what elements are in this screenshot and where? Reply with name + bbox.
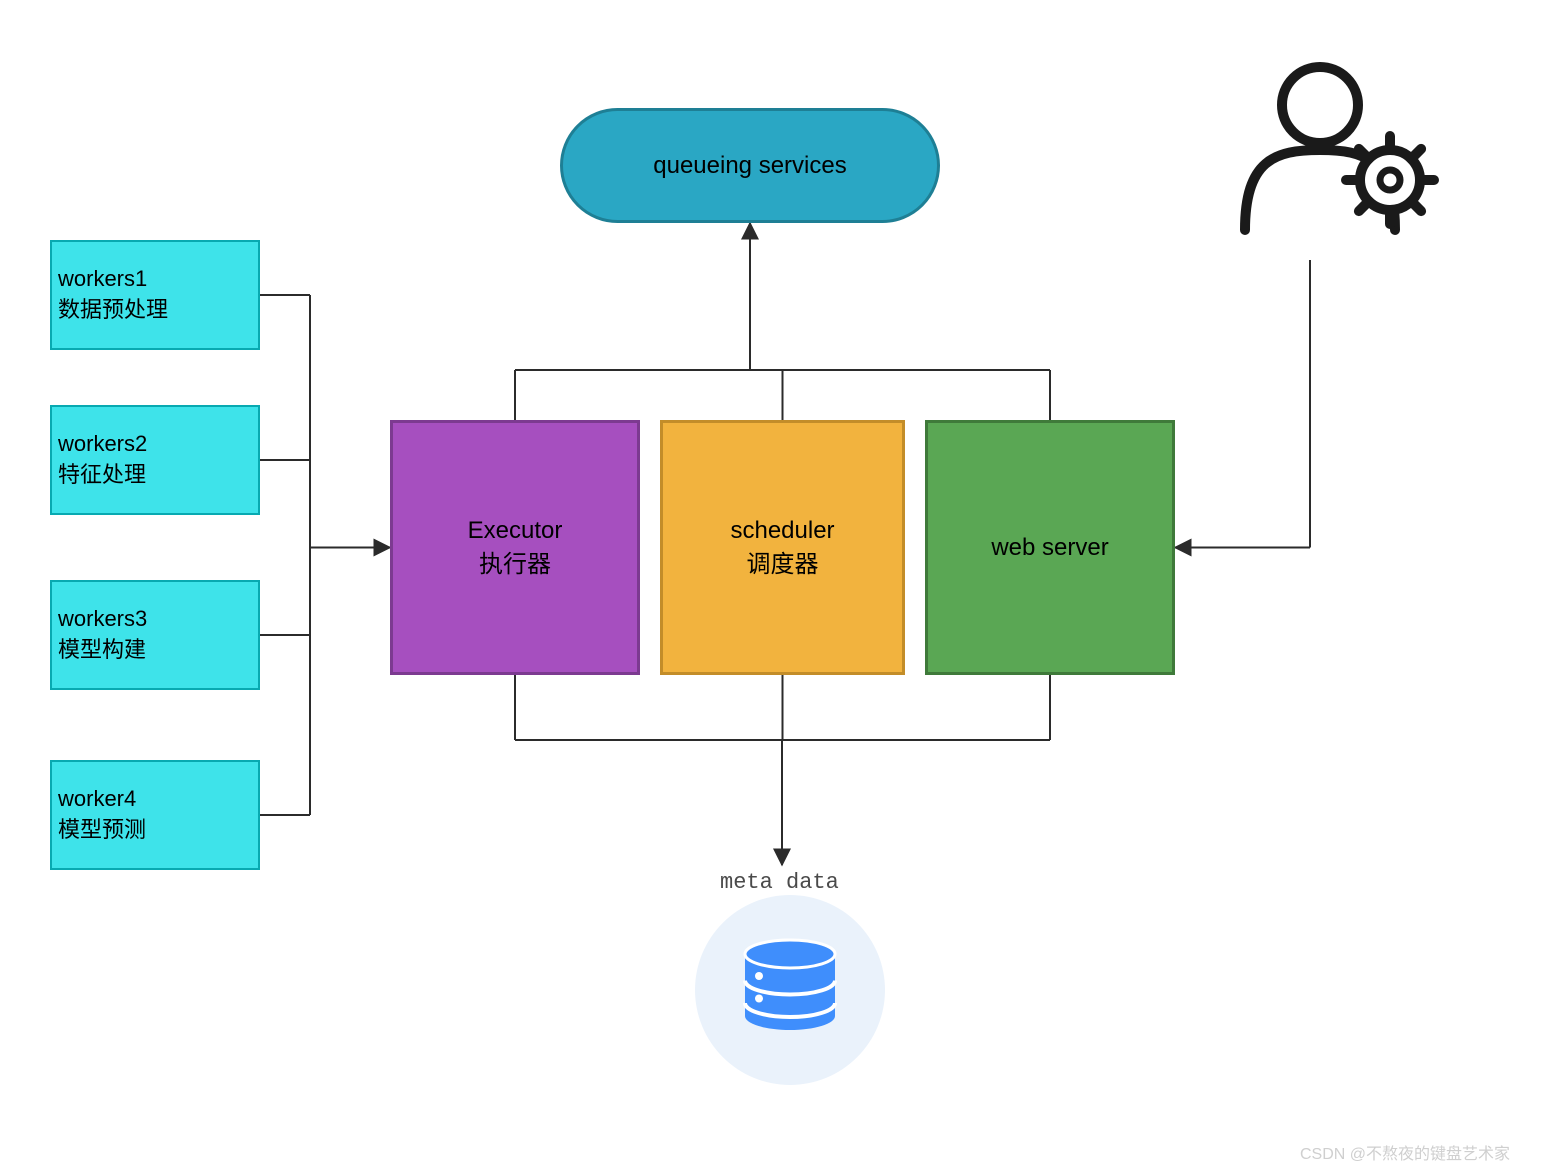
worker-line2: 模型预测	[58, 815, 146, 846]
meta-data-label: meta data	[720, 870, 839, 895]
watermark-text: CSDN @不熬夜的键盘艺术家	[1300, 1140, 1510, 1164]
worker-node-1: workers1数据预处理	[50, 240, 260, 350]
worker-line2: 模型构建	[58, 635, 146, 666]
executor-line2: 执行器	[479, 548, 551, 582]
scheduler-node: scheduler调度器	[660, 420, 905, 675]
worker-line2: 特征处理	[58, 460, 146, 491]
worker-line2: 数据预处理	[58, 295, 168, 326]
worker-node-3: workers3模型构建	[50, 580, 260, 690]
worker-node-4: worker4模型预测	[50, 760, 260, 870]
architecture-diagram: workers1数据预处理workers2特征处理workers3模型构建wor…	[0, 0, 1568, 1170]
worker-line1: worker4	[58, 784, 136, 815]
worker-line1: workers1	[58, 264, 147, 295]
worker-line1: workers2	[58, 429, 147, 460]
executor-node: Executor执行器	[390, 420, 640, 675]
webserver-node: web server	[925, 420, 1175, 675]
executor-line1: Executor	[468, 514, 563, 548]
worker-line1: workers3	[58, 604, 147, 635]
worker-node-2: workers2特征处理	[50, 405, 260, 515]
scheduler-line2: 调度器	[747, 548, 819, 582]
queueing-services-node: queueing services	[560, 108, 940, 223]
queueing-services-label: queueing services	[653, 152, 846, 180]
scheduler-line1: scheduler	[730, 514, 834, 548]
webserver-line1: web server	[991, 531, 1108, 565]
